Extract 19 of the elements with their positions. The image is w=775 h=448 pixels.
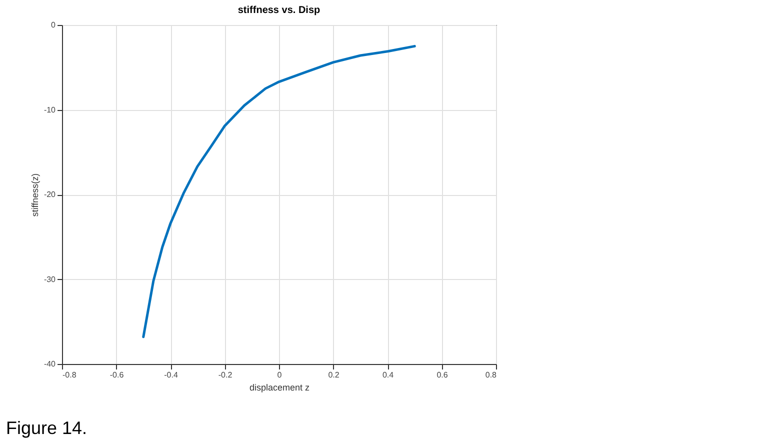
x-tick-label: -0.8 <box>62 370 77 380</box>
x-tick-label: 0.6 <box>436 370 448 380</box>
x-tick-label: 0.8 <box>485 370 498 380</box>
y-tick-label: -10 <box>44 105 56 114</box>
x-tick-label: 0 <box>277 370 282 380</box>
x-tick-label: 0.4 <box>382 370 394 380</box>
y-tick-label: 0 <box>51 20 56 30</box>
caption: Figure 14. <box>6 418 88 439</box>
x-tick-label: 0.2 <box>328 370 340 380</box>
line-series <box>142 44 416 338</box>
y-axis-title: stiffness(z) <box>30 173 40 217</box>
chart-title: stiffness vs. Disp <box>238 5 320 16</box>
x-tick-label: -0.6 <box>110 370 124 380</box>
y-tick-label: -40 <box>44 360 56 368</box>
x-tick-label: -0.4 <box>164 370 178 380</box>
x-axis-title: displacement z <box>249 382 310 392</box>
x-tick-label: -0.2 <box>218 370 233 380</box>
y-tick-label: -30 <box>44 274 56 284</box>
y-tick-label: -20 <box>44 190 56 199</box>
